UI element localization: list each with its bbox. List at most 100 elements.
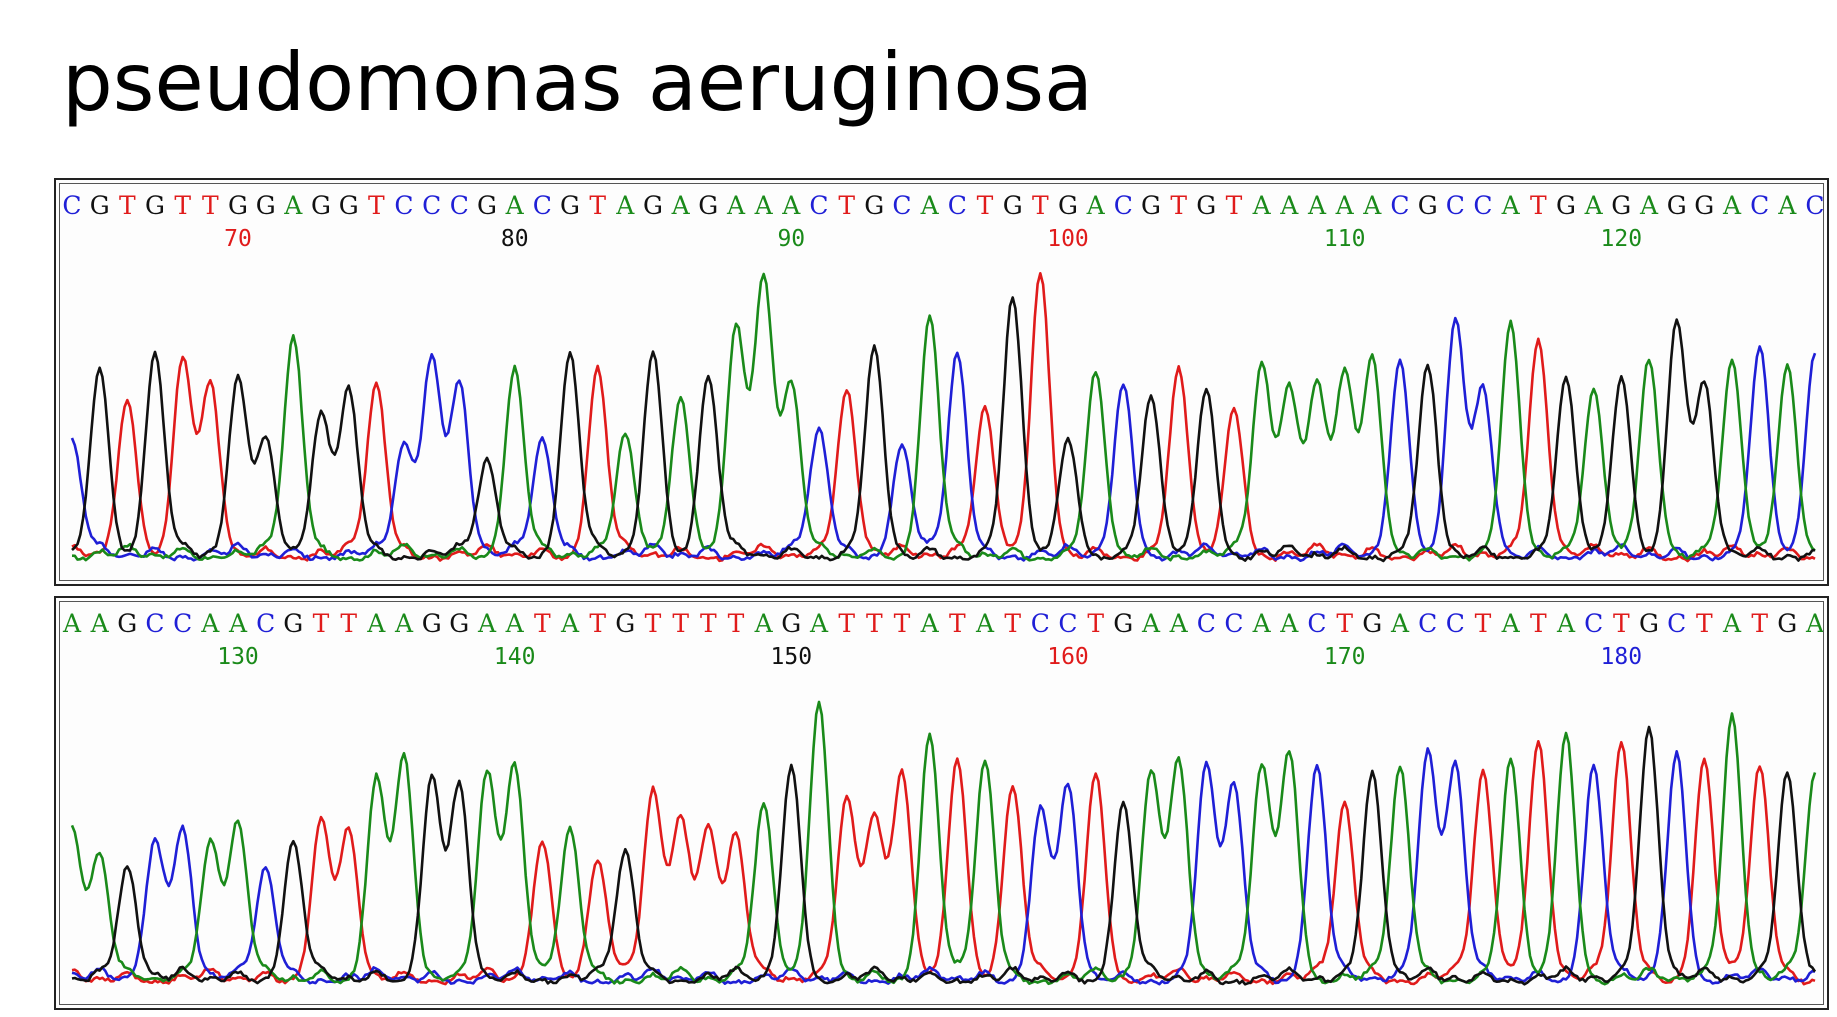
base-call-58: G — [1639, 609, 1659, 638]
trace-G — [71, 296, 1816, 563]
base-call-9: G — [283, 609, 303, 638]
base-call-3: G — [117, 609, 137, 638]
base-call-19: A — [560, 609, 580, 638]
base-call-12: T — [368, 191, 385, 220]
base-call-51: C — [1446, 609, 1465, 638]
trace-T — [71, 272, 1816, 563]
base-call-19: G — [560, 191, 580, 220]
base-call-62: C — [1750, 191, 1769, 220]
base-call-61: A — [1722, 191, 1742, 220]
base-call-55: G — [1556, 191, 1576, 220]
base-call-12: A — [366, 609, 386, 638]
trace-G — [71, 725, 1817, 986]
base-call-47: A — [1335, 191, 1355, 220]
position-label: 130 — [217, 644, 259, 670]
base-call-29: T — [838, 609, 855, 638]
base-call-64: C — [1805, 191, 1824, 220]
base-call-1: C — [62, 191, 81, 220]
position-label: 170 — [1324, 644, 1366, 670]
base-call-53: A — [1501, 191, 1521, 220]
base-call-53: A — [1501, 609, 1521, 638]
base-call-25: A — [726, 191, 746, 220]
base-call-21: A — [615, 191, 635, 220]
base-call-17: A — [505, 609, 525, 638]
position-label: 180 — [1601, 644, 1643, 670]
base-call-31: T — [894, 609, 911, 638]
base-call-42: G — [1196, 191, 1216, 220]
trace-A — [71, 272, 1816, 562]
base-call-63: G — [1777, 609, 1797, 638]
base-call-1: A — [62, 609, 82, 638]
base-call-27: G — [781, 609, 801, 638]
base-call-37: G — [1058, 191, 1078, 220]
base-call-58: A — [1639, 191, 1659, 220]
base-call-22: T — [645, 609, 662, 638]
base-call-10: T — [313, 609, 330, 638]
base-call-49: A — [1390, 609, 1410, 638]
base-call-54: T — [1530, 609, 1547, 638]
base-call-14: G — [422, 609, 442, 638]
base-call-59: C — [1667, 609, 1686, 638]
chart-title: pseudomonas aeruginosa — [62, 36, 1094, 129]
base-call-56: C — [1584, 609, 1603, 638]
base-call-49: C — [1390, 191, 1409, 220]
position-label: 80 — [501, 226, 529, 252]
base-call-50: G — [1418, 191, 1438, 220]
base-call-32: A — [920, 609, 940, 638]
base-call-16: A — [477, 609, 497, 638]
base-call-20: T — [589, 191, 606, 220]
position-label: 140 — [494, 644, 536, 670]
base-call-34: T — [977, 191, 994, 220]
base-call-4: G — [145, 191, 165, 220]
base-call-38: T — [1087, 609, 1104, 638]
base-call-40: G — [1141, 191, 1161, 220]
base-call-13: A — [394, 609, 414, 638]
base-call-60: G — [1694, 191, 1714, 220]
base-call-24: G — [698, 191, 718, 220]
base-call-48: G — [1362, 609, 1382, 638]
base-call-44: A — [1252, 609, 1272, 638]
position-label: 120 — [1601, 226, 1643, 252]
base-call-41: T — [1170, 191, 1187, 220]
base-call-45: A — [1279, 609, 1299, 638]
base-call-46: C — [1307, 609, 1326, 638]
base-call-41: A — [1169, 609, 1189, 638]
base-call-22: G — [643, 191, 663, 220]
base-call-54: T — [1530, 191, 1547, 220]
base-call-59: G — [1667, 191, 1687, 220]
base-call-2: G — [90, 191, 110, 220]
base-call-4: C — [145, 609, 164, 638]
base-call-3: T — [119, 191, 136, 220]
base-call-28: C — [809, 191, 828, 220]
base-call-17: A — [505, 191, 525, 220]
base-call-5: C — [173, 609, 192, 638]
base-call-21: G — [615, 609, 635, 638]
base-call-62: T — [1751, 609, 1768, 638]
base-call-13: C — [394, 191, 413, 220]
base-call-2: A — [90, 609, 110, 638]
base-call-33: T — [949, 609, 966, 638]
base-call-46: A — [1307, 191, 1327, 220]
base-call-5: T — [174, 191, 191, 220]
base-call-27: A — [781, 191, 801, 220]
base-call-23: T — [672, 609, 689, 638]
base-call-35: T — [1004, 609, 1021, 638]
base-call-14: C — [422, 191, 441, 220]
base-call-37: C — [1058, 609, 1077, 638]
position-label: 110 — [1324, 226, 1366, 252]
base-call-56: A — [1584, 191, 1604, 220]
base-call-48: A — [1362, 191, 1382, 220]
base-call-35: G — [1003, 191, 1023, 220]
base-call-57: T — [1613, 609, 1630, 638]
position-label: 160 — [1047, 644, 1089, 670]
base-call-8: G — [256, 191, 276, 220]
base-call-31: C — [892, 191, 911, 220]
base-call-26: A — [754, 609, 774, 638]
base-call-23: A — [671, 191, 691, 220]
base-call-50: C — [1418, 609, 1437, 638]
base-call-64: A — [1805, 609, 1824, 638]
base-call-39: G — [1113, 609, 1133, 638]
